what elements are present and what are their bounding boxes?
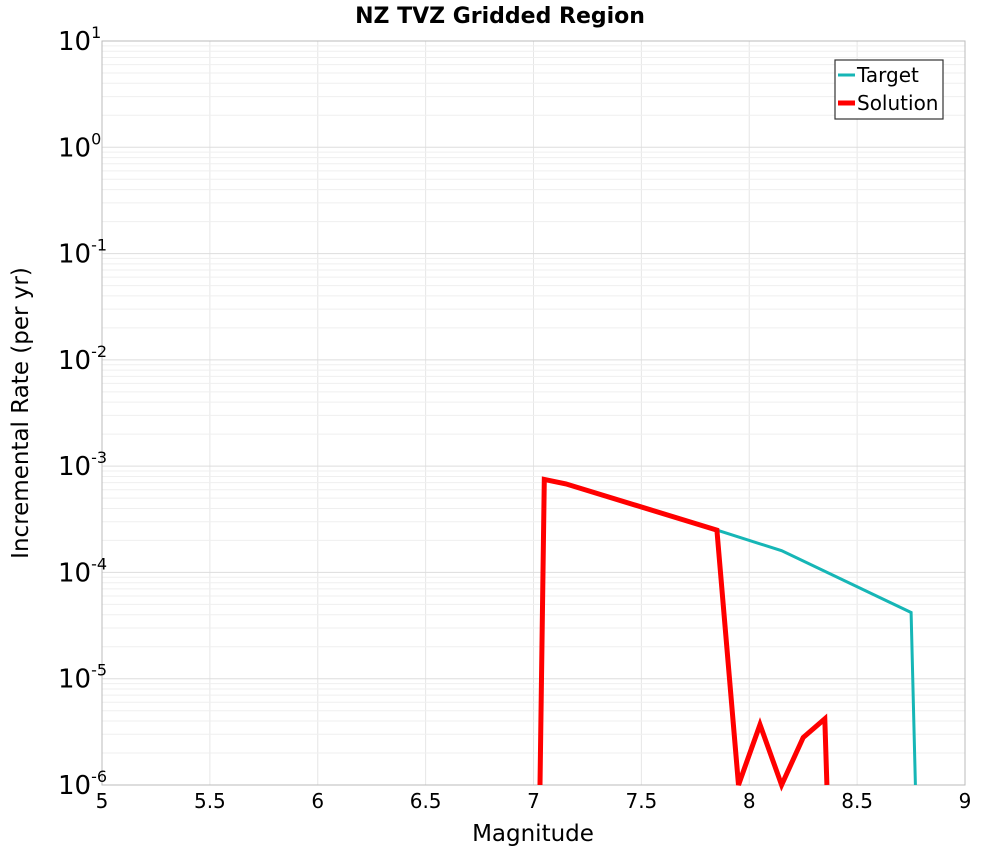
series-layer — [537, 476, 917, 792]
y-tick-label: 10-6 — [58, 767, 107, 801]
x-tick-label: 6 — [311, 789, 324, 813]
legend-box — [834, 59, 944, 120]
x-tick-label: 5.5 — [194, 789, 226, 813]
x-tick-labels: 5 5.5 6 6.5 7 7.5 8 8.5 9 — [96, 789, 972, 813]
plot-frame — [101, 40, 966, 786]
chart-title: NZ TVZ Gridded Region — [355, 4, 645, 29]
x-tick-label: 8 — [743, 789, 756, 813]
x-axis-label: Magnitude — [472, 821, 594, 847]
y-tick-labels: 10-6 10-5 10-4 10-3 10-2 10-1 100 101 — [58, 23, 107, 801]
x-tick-label: 8.5 — [841, 789, 873, 813]
y-tick-label: 10-2 — [58, 342, 107, 376]
x-tick-label: 9 — [959, 789, 972, 813]
x-tick-label: 5 — [96, 789, 109, 813]
x-tick-label: 7 — [527, 789, 540, 813]
grid — [101, 41, 966, 786]
series-line-target — [716, 528, 917, 786]
x-tick-label: 6.5 — [410, 789, 442, 813]
y-tick-label: 100 — [58, 129, 101, 163]
legend: Target Solution — [834, 59, 944, 120]
y-tick-label: 101 — [58, 23, 101, 57]
y-axis-label: Incremental Rate (per yr) — [8, 267, 34, 559]
x-tick-label: 7.5 — [625, 789, 657, 813]
legend-label-solution: Solution — [857, 91, 938, 115]
legend-label-target: Target — [856, 63, 919, 87]
y-tick-label: 10-1 — [58, 236, 107, 270]
y-tick-label: 10-5 — [58, 661, 107, 695]
y-tick-label: 10-4 — [58, 554, 107, 588]
series-line-solution — [537, 476, 830, 792]
y-tick-label: 10-3 — [58, 448, 107, 482]
